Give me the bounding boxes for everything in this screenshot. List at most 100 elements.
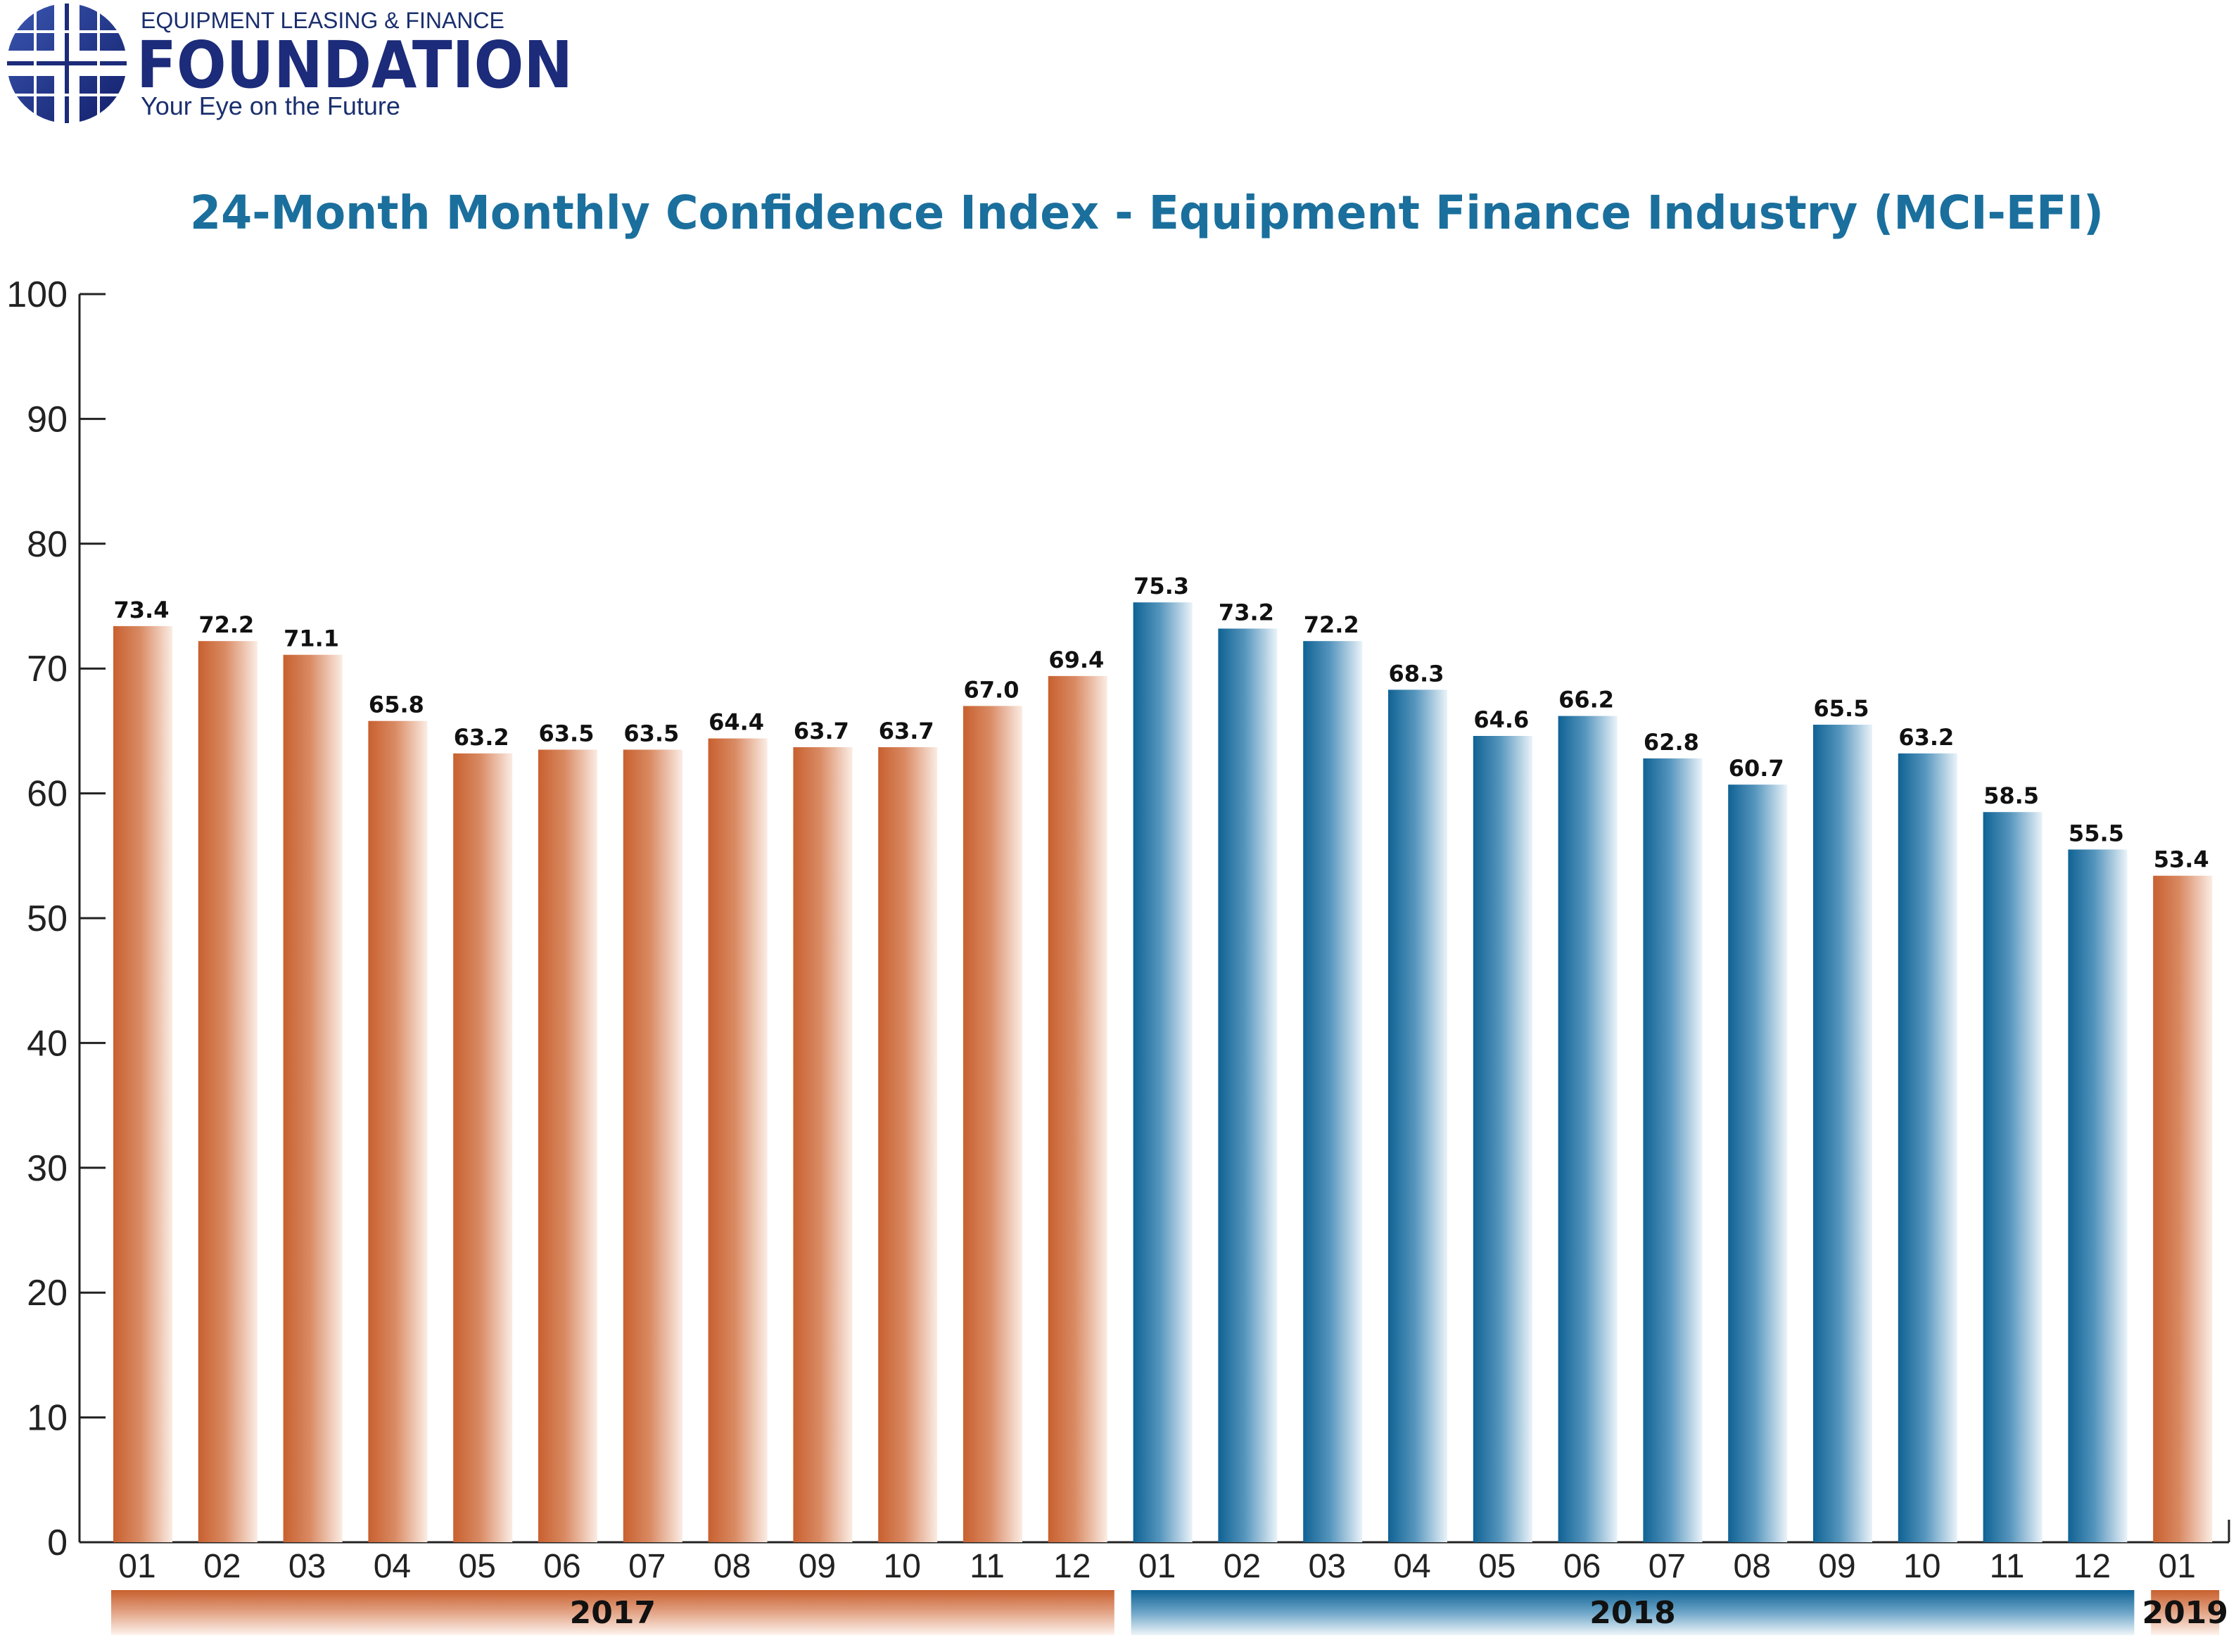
year-label: 2017 (570, 1595, 656, 1631)
value-label: 67.0 (964, 676, 1019, 703)
year-bands: 2017 2018 2019 (111, 1590, 2228, 1635)
x-tick-label: 08 (713, 1548, 751, 1585)
y-tick-label: 30 (27, 1148, 68, 1189)
bar (1983, 812, 2043, 1542)
bar (453, 753, 513, 1542)
bar (1898, 753, 1957, 1542)
value-label: 69.4 (1048, 647, 1104, 673)
y-tick-label: 60 (27, 774, 68, 815)
value-label: 65.8 (369, 692, 424, 718)
bar (1388, 690, 1447, 1543)
value-label: 72.2 (1304, 611, 1359, 638)
y-tick-label: 70 (27, 649, 68, 690)
chart-title: 24-Month Monthly Confidence Index - Equi… (190, 186, 2104, 240)
x-tick-label: 02 (1224, 1548, 1261, 1585)
value-label: 71.1 (284, 625, 339, 652)
x-tick-label: 04 (1393, 1548, 1430, 1585)
value-label: 62.8 (1644, 729, 1699, 756)
bar (198, 641, 258, 1542)
value-labels: 73.4 72.2 71.1 65.8 63.2 63.5 63.5 64.4 63.7 63.7… (114, 573, 2209, 873)
bar (878, 746, 938, 1542)
value-label: 63.5 (623, 720, 679, 747)
value-label: 63.2 (454, 724, 509, 751)
y-tick-label: 20 (27, 1273, 68, 1314)
value-label: 55.5 (2069, 820, 2124, 846)
x-tick-label: 10 (884, 1548, 921, 1585)
x-tick-label: 01 (118, 1548, 155, 1585)
logo-wordmark: FOUNDATION (136, 27, 573, 103)
x-tick-label: 03 (288, 1548, 326, 1585)
y-tick-label: 10 (27, 1398, 68, 1439)
value-label: 60.7 (1729, 755, 1784, 782)
bar (283, 654, 343, 1542)
value-label: 63.5 (539, 720, 595, 747)
bar (2153, 875, 2213, 1542)
value-label: 53.4 (2154, 846, 2209, 873)
y-tick-label: 90 (27, 399, 68, 440)
year-label: 2018 (1589, 1595, 1675, 1631)
y-tick-label: 0 (47, 1523, 68, 1563)
x-tick-label: 07 (628, 1548, 666, 1585)
x-tick-labels: 01 02 03 04 05 06 07 08 09 10 11 12 01 02 03 04 05 06 07 08… (118, 1548, 2196, 1585)
bar (1218, 628, 1278, 1542)
year-band (2151, 1590, 2220, 1635)
x-tick-label: 06 (1563, 1548, 1601, 1585)
value-label: 66.2 (1558, 687, 1614, 713)
value-label: 64.6 (1473, 706, 1529, 733)
y-tick-label: 50 (27, 898, 68, 939)
x-tick-label: 11 (970, 1548, 1005, 1585)
value-label: 63.7 (794, 718, 849, 744)
bar (1303, 641, 1363, 1542)
logo-line1: EQUIPMENT LEASING & FINANCE (141, 8, 504, 33)
value-label: 65.5 (1814, 695, 1869, 722)
bar (1643, 758, 1703, 1542)
value-label: 75.3 (1133, 573, 1189, 599)
x-tick-label: 10 (1903, 1548, 1940, 1585)
x-tick-label: 07 (1649, 1548, 1686, 1585)
value-label: 63.2 (1898, 724, 1954, 751)
bar (1728, 784, 1788, 1542)
value-label: 72.2 (198, 611, 254, 638)
x-tick-label: 02 (203, 1548, 241, 1585)
value-label: 73.2 (1219, 599, 1274, 625)
value-label: 64.4 (709, 709, 764, 736)
x-tick-label: 05 (459, 1548, 496, 1585)
bar (793, 746, 853, 1542)
year-label: 2019 (2142, 1595, 2228, 1631)
x-tick-label: 04 (374, 1548, 411, 1585)
x-tick-label: 09 (1818, 1548, 1855, 1585)
x-tick-label: 08 (1734, 1548, 1771, 1585)
value-label: 68.3 (1389, 660, 1444, 687)
value-label: 73.4 (114, 597, 170, 623)
bar (963, 706, 1022, 1543)
bar (1813, 725, 1872, 1542)
bar (368, 720, 428, 1542)
bar (623, 749, 682, 1542)
y-tick-label: 40 (27, 1023, 68, 1064)
x-tick-label: 05 (1478, 1548, 1516, 1585)
year-band (1131, 1590, 2135, 1635)
x-tick-label: 12 (2073, 1548, 2111, 1585)
x-tick-label: 12 (1053, 1548, 1091, 1585)
y-tick-label: 100 (6, 274, 68, 315)
globe-icon (7, 4, 127, 123)
x-tick-label: 03 (1309, 1548, 1346, 1585)
x-tick-label: 01 (2159, 1548, 2196, 1585)
x-tick-label: 06 (543, 1548, 580, 1585)
bar (1473, 735, 1532, 1542)
bar (538, 749, 597, 1542)
bar (708, 738, 768, 1542)
year-band (111, 1590, 1114, 1635)
value-label: 58.5 (1983, 782, 2039, 809)
bar (1133, 602, 1193, 1542)
value-label: 63.7 (879, 718, 934, 744)
bars (113, 602, 2213, 1543)
y-tick-label: 80 (27, 524, 68, 565)
bar (1558, 716, 1618, 1542)
bar (113, 625, 172, 1542)
x-tick-label: 01 (1138, 1548, 1176, 1585)
bar (1048, 675, 1107, 1542)
logo: EQUIPMENT LEASING & FINANCE FOUNDATION Y… (7, 4, 573, 123)
x-tick-label: 11 (1990, 1548, 2025, 1585)
